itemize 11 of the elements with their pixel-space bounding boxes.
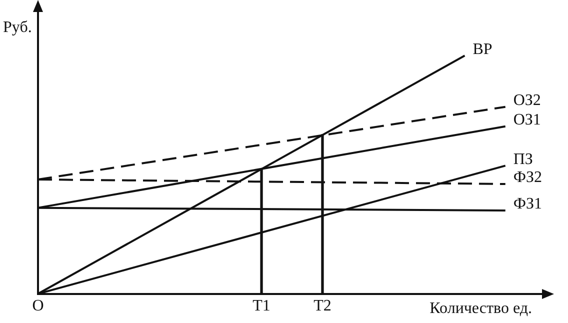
y-axis-title: Руб. bbox=[3, 19, 32, 36]
series-label: ВР bbox=[472, 40, 492, 58]
series-label: ПЗ bbox=[513, 150, 533, 168]
x-tick-label: T1 bbox=[252, 298, 270, 315]
series-label: ФЗ1 bbox=[513, 196, 542, 213]
x-tick-label: O bbox=[32, 298, 44, 315]
x-tick-label: T2 bbox=[314, 298, 332, 315]
series-label: ОЗ2 bbox=[513, 92, 541, 110]
series-label: ОЗ1 bbox=[513, 112, 541, 129]
series-label: ФЗ2 bbox=[513, 169, 542, 186]
x-axis-title: Количество ед. bbox=[430, 300, 532, 318]
